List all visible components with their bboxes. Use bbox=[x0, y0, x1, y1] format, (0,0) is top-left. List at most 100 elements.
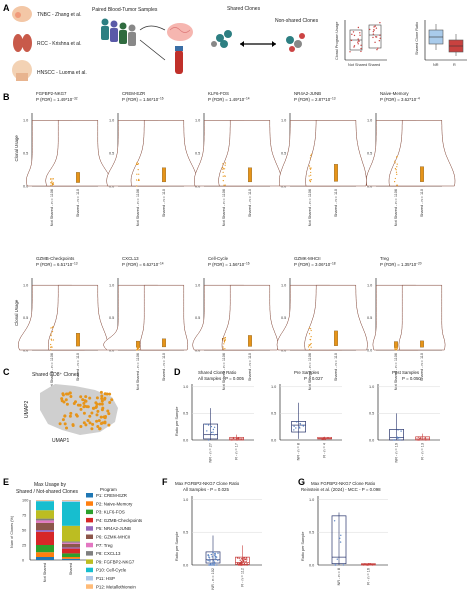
x-category-label: R - n = 4 bbox=[323, 443, 327, 458]
umap-point bbox=[100, 402, 104, 406]
panel-d-point bbox=[399, 439, 401, 441]
mini-point bbox=[374, 41, 376, 44]
violin-point bbox=[52, 339, 55, 341]
y-tick-label: 0.0 bbox=[281, 184, 286, 188]
panel-g-point bbox=[339, 541, 342, 543]
umap-ylabel: UMAP2 bbox=[24, 401, 30, 418]
violin-point bbox=[224, 175, 226, 178]
y-tick-label: 0.5 bbox=[109, 151, 114, 155]
violin-shared bbox=[388, 120, 456, 187]
violin-point bbox=[309, 328, 312, 330]
y-tick-label: 100 bbox=[22, 498, 28, 502]
violin-shared-box bbox=[420, 166, 424, 182]
legend-item: P2: Naive-Memory bbox=[96, 501, 133, 506]
violin-point bbox=[308, 175, 310, 177]
violin-point bbox=[138, 173, 140, 175]
x-category-label: Shared bbox=[69, 563, 73, 575]
legend-item: P4: GZMB-Checkpoints bbox=[96, 518, 143, 523]
boxplot-subtitle: P = 0.027 bbox=[304, 376, 323, 381]
violin-shared bbox=[398, 284, 446, 351]
violin-shared-box bbox=[248, 335, 252, 347]
y-axis-label: Clonal Usage bbox=[14, 299, 19, 326]
panel-g-point bbox=[339, 537, 341, 539]
legend-item: P12: Metallothionein bbox=[96, 584, 136, 589]
legend-swatch bbox=[86, 509, 93, 515]
y-tick-label: 0.0 bbox=[367, 184, 372, 188]
umap-title: Shared CD8⁺ Clones bbox=[32, 372, 80, 378]
y-tick-label: 0.5 bbox=[367, 151, 372, 155]
panel-letter-f: F bbox=[162, 477, 168, 487]
panel-f-point bbox=[214, 562, 216, 565]
x-category-label: R - n = 17 bbox=[235, 443, 239, 460]
subplot-title: Treg bbox=[380, 256, 389, 261]
panel-f-point bbox=[246, 559, 248, 561]
violin-point bbox=[308, 344, 310, 346]
x-category-label: Not Shared - n = 1106 bbox=[50, 189, 54, 226]
umap-point bbox=[66, 392, 70, 396]
y-axis-label: Ratio per Sample bbox=[175, 532, 179, 561]
mini-usage-ylabel: Clonal Program Usage bbox=[335, 22, 339, 60]
y-axis-label: Ratio per Sample bbox=[175, 407, 179, 436]
umap-xlabel: UMAP1 bbox=[52, 438, 69, 444]
panel-g-point bbox=[335, 564, 337, 566]
panel-f-point bbox=[242, 557, 244, 560]
panel-g-point bbox=[333, 520, 336, 522]
y-tick-label: 1.0 bbox=[183, 385, 188, 389]
violin-point bbox=[222, 166, 224, 169]
y-tick-label: 0.5 bbox=[23, 151, 28, 155]
y-tick-label: 1.0 bbox=[23, 119, 28, 123]
panel-f-point bbox=[214, 557, 216, 559]
violin-point bbox=[222, 163, 224, 165]
y-tick-label: 50 bbox=[22, 528, 26, 532]
violin-point bbox=[136, 162, 138, 164]
x-category-label: Shared - n = 110 bbox=[162, 353, 166, 381]
umap-point bbox=[90, 427, 94, 431]
violin-point bbox=[395, 171, 398, 173]
panel-f-point bbox=[240, 560, 243, 563]
violin-point bbox=[135, 163, 138, 165]
panel-f-point bbox=[243, 560, 245, 563]
violin-point bbox=[135, 349, 138, 351]
stacked-segment bbox=[62, 548, 80, 554]
mini-point bbox=[374, 25, 376, 27]
umap-point bbox=[100, 399, 104, 403]
pvalue-exponent: −32 bbox=[72, 97, 78, 101]
y-axis-label: Ratio per Sample bbox=[301, 532, 305, 561]
umap-point bbox=[108, 392, 112, 396]
stacked-segment bbox=[36, 501, 54, 511]
violin-point bbox=[310, 167, 312, 169]
violin-point bbox=[50, 349, 52, 351]
panel-f-point bbox=[213, 564, 216, 566]
mini-point bbox=[357, 43, 359, 45]
panel-f-point bbox=[242, 559, 244, 561]
panel-f-point bbox=[236, 557, 239, 559]
x-category-label: NR - n = 102 bbox=[211, 568, 215, 590]
mini-point bbox=[379, 37, 381, 39]
umap-point bbox=[99, 390, 103, 394]
y-tick-label: 0 bbox=[22, 558, 24, 562]
panel-f-point bbox=[217, 559, 219, 562]
panel-f-point bbox=[246, 564, 248, 566]
y-axis-label: Num of Clones (%) bbox=[10, 515, 14, 548]
panel-f-point bbox=[208, 555, 210, 557]
y-tick-label: 0.0 bbox=[109, 348, 114, 352]
x-category-label: Shared - n = 110 bbox=[420, 189, 424, 217]
panel-d-point bbox=[424, 436, 426, 438]
shared-clones-label: Shared Clones bbox=[227, 6, 261, 12]
mini-point bbox=[360, 44, 362, 46]
panel-d-point bbox=[417, 436, 420, 438]
panel-f-point bbox=[208, 560, 210, 562]
y-tick-label: 0.0 bbox=[309, 563, 314, 567]
umap-point bbox=[94, 405, 98, 409]
y-tick-label: 0.0 bbox=[195, 184, 200, 188]
double-arrow-icon bbox=[240, 41, 276, 47]
legend-swatch bbox=[86, 526, 93, 531]
violin-shared bbox=[305, 120, 367, 187]
y-tick-label: 1.0 bbox=[367, 119, 372, 123]
umap-point bbox=[98, 427, 102, 431]
boxplot-title: Shared Clone Ratio bbox=[198, 370, 237, 375]
pvalue-exponent: −13 bbox=[72, 262, 78, 266]
panel-letter-e: E bbox=[3, 477, 9, 487]
